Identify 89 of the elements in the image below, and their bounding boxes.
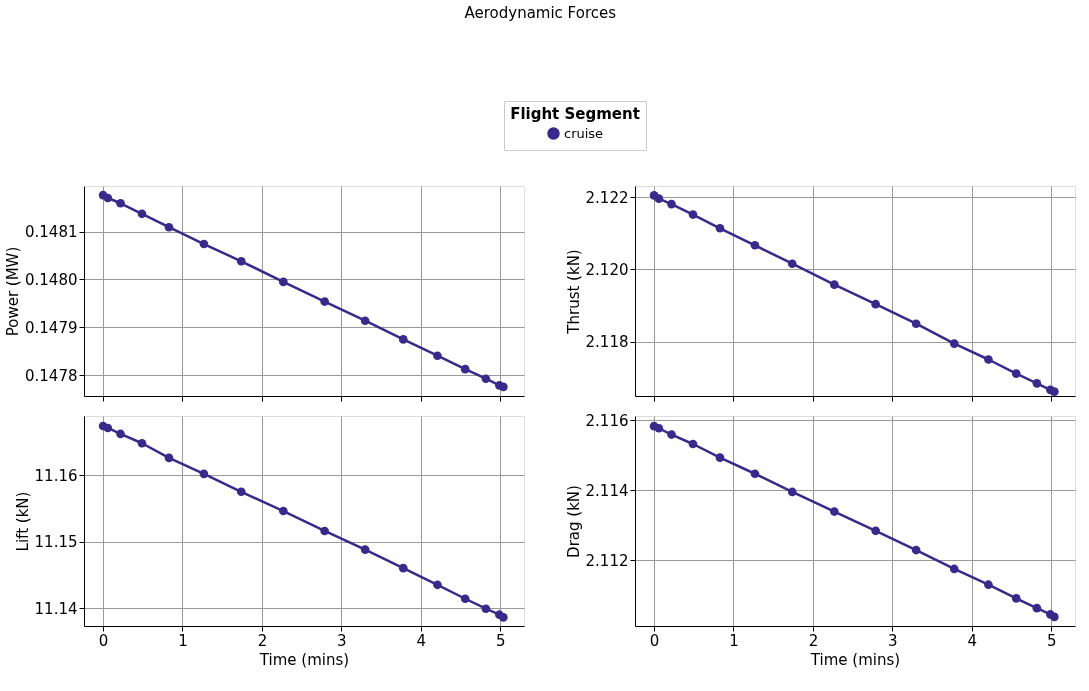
point — [164, 453, 174, 463]
point — [1050, 612, 1059, 622]
legend-title: Flight Segment — [510, 105, 640, 123]
point — [199, 239, 209, 249]
chart-title: Aerodynamic Forces — [464, 3, 617, 22]
point — [667, 199, 676, 209]
point — [236, 256, 246, 266]
x-tick-label: 1 — [178, 631, 188, 650]
point — [1011, 594, 1021, 603]
x-tick-label: 4 — [416, 631, 427, 650]
x-tick-label: 2 — [257, 631, 268, 650]
point — [137, 209, 147, 219]
x-tick-label: 3 — [337, 631, 347, 650]
point — [320, 297, 329, 306]
x-tick-label: 1 — [729, 631, 739, 650]
point — [949, 339, 959, 348]
y-tick-label: 2.118 — [585, 333, 629, 352]
y-tick-label: 2.112 — [585, 551, 629, 570]
point — [688, 210, 698, 219]
point — [667, 430, 676, 439]
x-tick-label: 2 — [808, 631, 819, 650]
x-tick-label: 3 — [888, 631, 898, 650]
point — [164, 222, 174, 232]
y-tick-label: 0.1479 — [25, 318, 78, 337]
point — [499, 613, 508, 622]
point — [481, 374, 491, 384]
point — [787, 259, 797, 269]
point — [433, 351, 442, 361]
point — [460, 364, 470, 374]
y-tick-label: 2.122 — [585, 188, 629, 207]
point — [715, 453, 725, 462]
point — [279, 506, 288, 516]
point — [1050, 387, 1059, 396]
y-axis-title: Drag (kN) — [564, 485, 583, 558]
point — [360, 316, 370, 326]
point — [984, 580, 993, 590]
point — [116, 198, 125, 208]
x-axis-title: Time (mins) — [809, 650, 901, 669]
y-axis-title: Thrust (kN) — [564, 249, 583, 335]
y-tick-label: 2.120 — [585, 260, 629, 279]
y-tick-label: 11.15 — [34, 533, 78, 552]
point — [398, 563, 408, 573]
point — [116, 429, 125, 439]
point — [137, 438, 147, 448]
point — [911, 319, 921, 329]
point — [1011, 369, 1021, 378]
point — [984, 355, 993, 364]
point — [103, 193, 113, 203]
point — [499, 382, 508, 392]
point — [654, 194, 664, 203]
point — [911, 545, 921, 555]
y-tick-label: 0.1481 — [25, 223, 78, 242]
point — [787, 487, 797, 497]
y-tick-label: 2.116 — [585, 411, 629, 430]
point — [433, 580, 442, 590]
x-tick-label: 5 — [1046, 631, 1057, 650]
point — [830, 507, 839, 516]
y-tick-label: 0.1480 — [25, 270, 78, 289]
point — [199, 469, 209, 479]
y-tick-label: 11.14 — [34, 599, 78, 618]
point — [1032, 379, 1042, 388]
y-tick-label: 0.1478 — [25, 366, 78, 385]
point — [715, 223, 725, 233]
point — [360, 545, 370, 554]
y-axis-title: Power (MW) — [4, 246, 23, 337]
point — [654, 423, 664, 433]
y-tick-label: 2.114 — [585, 481, 629, 500]
point — [320, 526, 329, 536]
x-tick-label: 5 — [495, 631, 506, 650]
x-axis-title: Time (mins) — [258, 650, 350, 669]
point — [871, 526, 880, 536]
point — [103, 423, 113, 433]
point — [949, 564, 959, 574]
point — [398, 335, 408, 344]
point — [481, 604, 491, 614]
x-tick-label: 0 — [98, 631, 109, 650]
point — [1032, 603, 1042, 613]
point — [871, 299, 880, 309]
x-tick-label: 0 — [649, 631, 660, 650]
legend-label: cruise — [564, 125, 604, 141]
point — [830, 280, 839, 289]
point — [236, 487, 246, 497]
point — [750, 240, 760, 250]
y-axis-title: Lift (kN) — [13, 491, 32, 552]
point — [279, 277, 288, 287]
point — [460, 594, 470, 604]
point — [750, 469, 760, 479]
y-tick-label: 11.16 — [34, 466, 78, 485]
x-tick-label: 4 — [967, 631, 978, 650]
